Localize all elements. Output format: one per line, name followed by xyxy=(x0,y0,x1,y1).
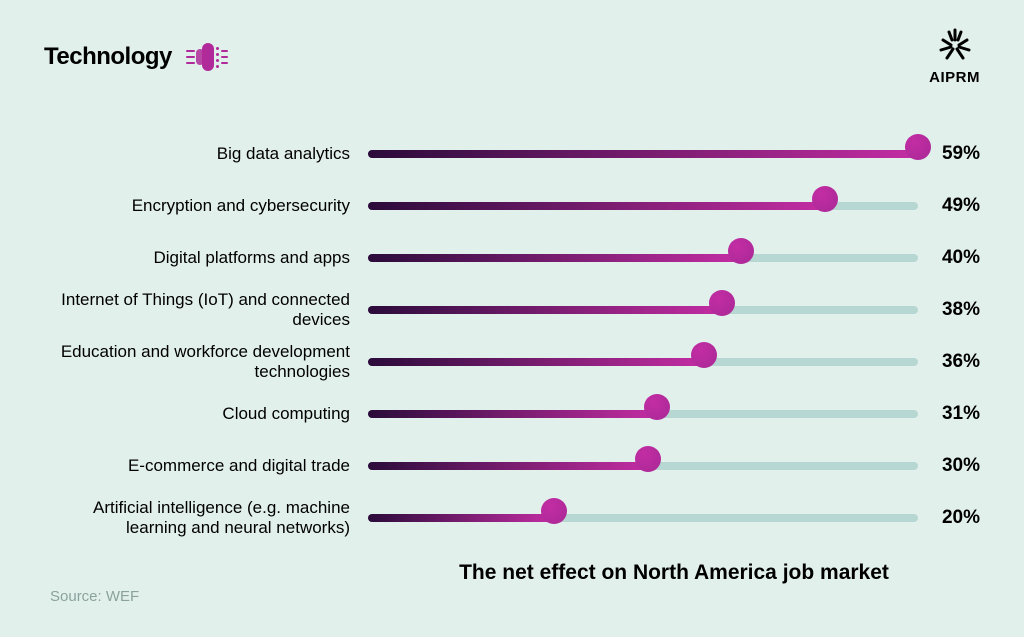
chip-icon xyxy=(186,37,230,77)
brand-label: AIPRM xyxy=(929,69,980,86)
chart-row: E-commerce and digital trade 30% xyxy=(50,440,980,492)
bar-fill xyxy=(368,462,648,470)
row-label: E-commerce and digital trade xyxy=(50,456,368,476)
bar-chart: Big data analytics59%Encryption and cybe… xyxy=(50,128,980,544)
row-label: Internet of Things (IoT) and connected d… xyxy=(50,290,368,330)
bar-knob xyxy=(644,394,670,420)
row-label: Digital platforms and apps xyxy=(50,248,368,268)
row-label: Artificial intelligence (e.g. machine le… xyxy=(50,498,368,538)
bar-track xyxy=(368,143,918,165)
chart-row: Cloud computing 31% xyxy=(50,388,980,440)
bar-track xyxy=(368,299,918,321)
chart-row: Encryption and cybersecurity 49% xyxy=(50,180,980,232)
row-label: Cloud computing xyxy=(50,404,368,424)
chart-row: Education and workforce development tech… xyxy=(50,336,980,388)
bar-fill xyxy=(368,202,825,210)
row-value: 40% xyxy=(918,247,980,269)
bar-fill xyxy=(368,410,657,418)
chart-row: Big data analytics59% xyxy=(50,128,980,180)
row-value: 20% xyxy=(918,507,980,529)
row-label: Education and workforce development tech… xyxy=(50,342,368,382)
bar-fill xyxy=(368,514,554,522)
chart-row: Digital platforms and apps 40% xyxy=(50,232,980,284)
row-value: 49% xyxy=(918,195,980,217)
source-label: Source: WEF xyxy=(50,588,139,605)
bar-fill xyxy=(368,150,918,158)
header: Technology xyxy=(44,28,980,86)
bar-knob xyxy=(691,342,717,368)
row-label: Big data analytics xyxy=(50,144,368,164)
bar-track xyxy=(368,247,918,269)
chart-row: Internet of Things (IoT) and connected d… xyxy=(50,284,980,336)
bar-fill xyxy=(368,358,704,366)
bar-knob xyxy=(541,498,567,524)
bar-fill xyxy=(368,306,722,314)
bar-fill xyxy=(368,254,741,262)
row-label: Encryption and cybersecurity xyxy=(50,196,368,216)
bar-knob xyxy=(635,446,661,472)
bar-track xyxy=(368,455,918,477)
bar-track xyxy=(368,403,918,425)
bar-knob xyxy=(812,186,838,212)
row-value: 36% xyxy=(918,351,980,373)
brand-icon xyxy=(935,47,975,64)
row-value: 30% xyxy=(918,455,980,477)
row-value: 31% xyxy=(918,403,980,425)
row-value: 38% xyxy=(918,299,980,321)
bar-track xyxy=(368,351,918,373)
bar-track xyxy=(368,195,918,217)
chart-caption: The net effect on North America job mark… xyxy=(368,560,980,586)
title-block: Technology xyxy=(44,37,230,77)
bar-knob xyxy=(728,238,754,264)
bar-knob xyxy=(709,290,735,316)
brand-block: AIPRM xyxy=(929,28,980,86)
bar-knob xyxy=(905,134,931,160)
bar-track xyxy=(368,507,918,529)
page-title: Technology xyxy=(44,43,172,71)
chart-row: Artificial intelligence (e.g. machine le… xyxy=(50,492,980,544)
